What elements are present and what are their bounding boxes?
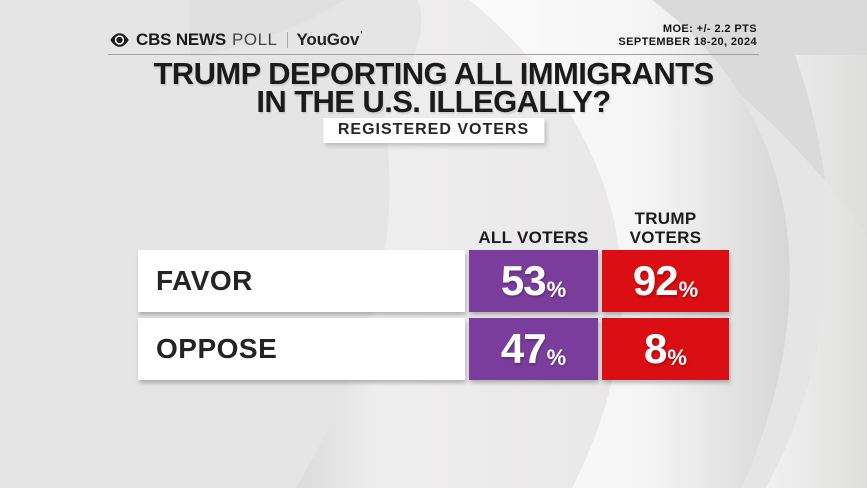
yougov-trademark-tick: ': [360, 30, 363, 41]
yougov-wordmark: YouGov': [296, 30, 363, 49]
favor-all-voters-value: 53: [500, 257, 547, 304]
brand-lockup: CBS NEWS POLL YouGov': [110, 30, 363, 50]
percent-sign: %: [678, 277, 699, 302]
cbs-news-wordmark: CBS NEWS: [136, 30, 227, 49]
percent-sign: %: [546, 345, 567, 370]
title-line-1: TRUMP DEPORTING ALL IMMIGRANTS: [153, 56, 714, 91]
percent-sign: %: [546, 277, 567, 302]
column-header-trump-voters: TRUMP VOTERS: [629, 209, 702, 247]
oppose-trump-voters-cell: 8%: [602, 318, 729, 380]
column-header-all-voters: ALL VOTERS: [478, 228, 589, 247]
page-title: TRUMP DEPORTING ALL IMMIGRANTS IN THE U.…: [0, 56, 867, 119]
table-row-oppose: OPPOSE 47% 8%: [138, 318, 729, 380]
table-rows: FAVOR 53% 92% OPPOSE 47% 8%: [138, 250, 729, 380]
favor-all-voters-cell: 53%: [469, 250, 598, 312]
row-label: FAVOR: [138, 250, 465, 312]
favor-trump-voters-cell: 92%: [602, 250, 729, 312]
registered-voters-badge: REGISTERED VOTERS: [322, 118, 545, 143]
column-headers: ALL VOTERS TRUMP VOTERS: [138, 208, 729, 250]
oppose-all-voters-value: 47: [500, 325, 547, 372]
cbs-eye-icon: [110, 33, 129, 47]
table-row-favor: FAVOR 53% 92%: [138, 250, 729, 312]
row-label: OPPOSE: [138, 318, 465, 380]
poll-results-table: ALL VOTERS TRUMP VOTERS FAVOR 53% 92% OP: [138, 208, 729, 380]
favor-trump-voters-value: 92: [632, 257, 679, 304]
field-dates: SEPTEMBER 18-20, 2024: [618, 36, 757, 48]
percent-sign: %: [667, 345, 687, 370]
title-line-2: IN THE U.S. ILLEGALLY?: [256, 84, 611, 119]
poll-wordmark: POLL: [232, 30, 278, 49]
header-rule: [108, 54, 759, 55]
oppose-trump-voters-value: 8: [644, 325, 667, 372]
oppose-all-voters-cell: 47%: [469, 318, 598, 380]
brand-divider: [286, 32, 288, 48]
moe-note: MOE: +/- 2.2 PTS SEPTEMBER 18-20, 2024: [618, 23, 757, 49]
moe-line: MOE: +/- 2.2 PTS: [662, 23, 757, 35]
